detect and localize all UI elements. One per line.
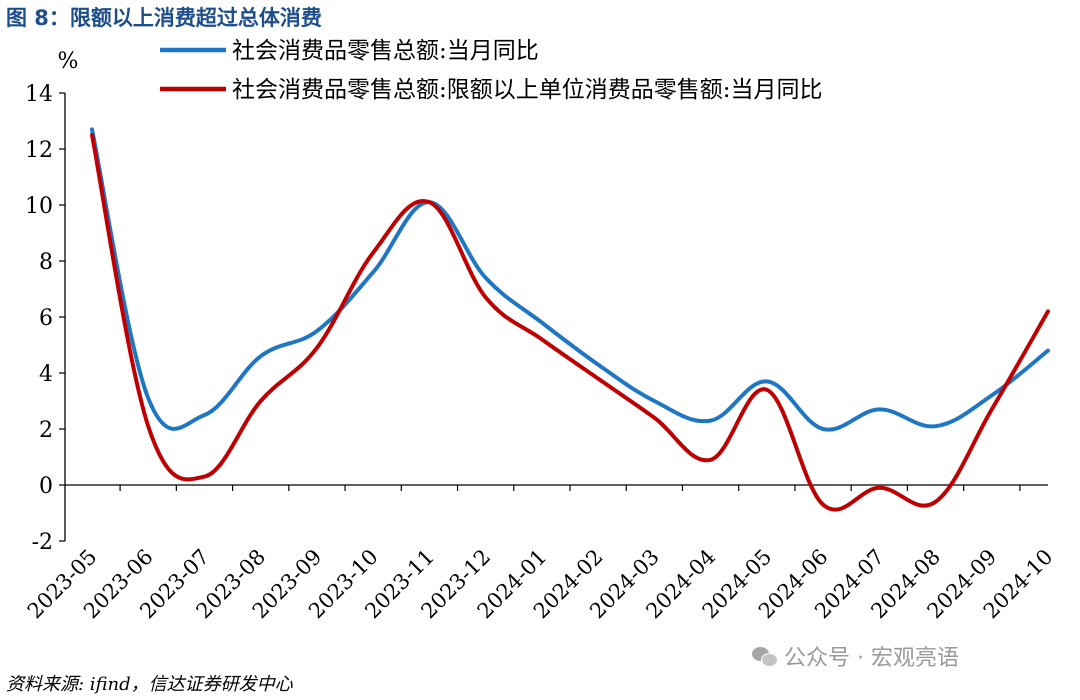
y-tick-label: 8 [39,250,53,275]
legend-label-1: 社会消费品零售总额:当月同比 [232,38,539,64]
series-lines [90,127,1050,512]
y-tick-label: 12 [25,138,53,163]
legend-label-2: 社会消费品零售总额:限额以上单位消费品零售额:当月同比 [232,77,823,103]
y-tick-label: 10 [25,194,53,219]
wechat-icon [752,645,778,667]
watermark-text: 公众号 · 宏观亮语 [784,646,959,671]
y-tick-label: 2 [39,418,53,443]
y-axis-unit-label: % [58,49,79,74]
watermark: 公众号 · 宏观亮语 [752,640,959,672]
y-tick-label: 14 [25,82,53,107]
legend: 社会消费品零售总额:当月同比社会消费品零售总额:限额以上单位消费品零售额:当月同… [160,38,823,103]
series-line-1 [90,127,1050,432]
y-tick-label: 6 [39,306,53,331]
chart-title: 图 8：限额以上消费超过总体消费 [6,6,322,30]
series-line-2 [90,133,1050,512]
axes: -2024681012142023-052023-062023-072023-0… [23,82,1058,623]
source-note: 资料来源: ifind，信达证券研发中心 [6,674,293,695]
y-tick-label: 0 [39,474,53,499]
y-tick-label: 4 [39,362,53,387]
y-tick-label: -2 [32,530,53,555]
